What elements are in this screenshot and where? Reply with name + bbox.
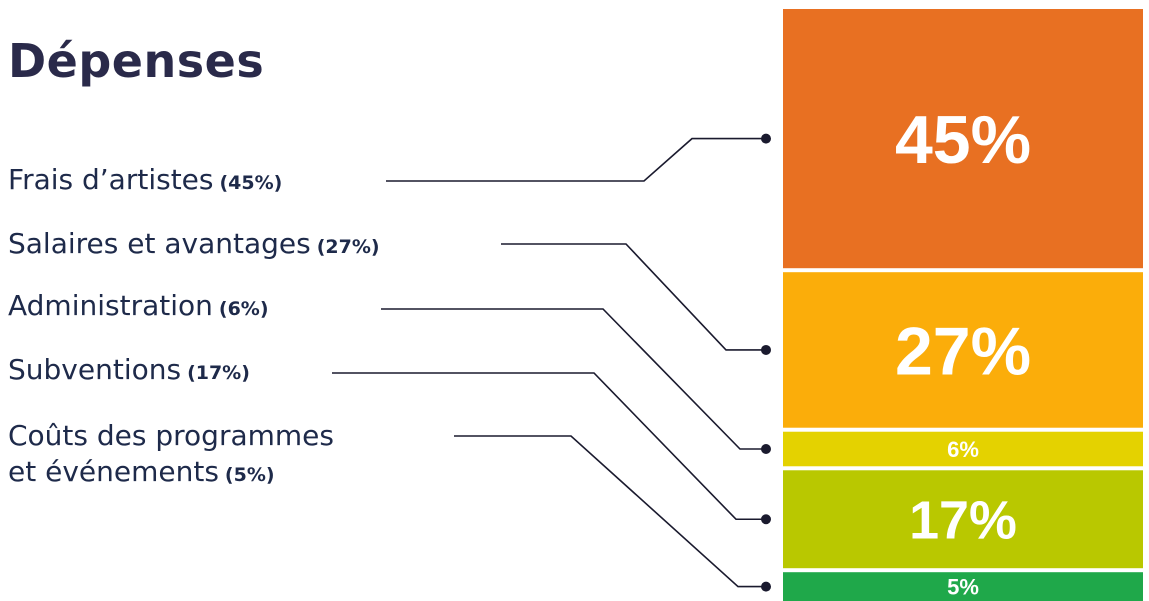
leader-line-1: [501, 243, 766, 351]
legend-label-text: Subventions: [8, 353, 182, 386]
leader-line-0: [386, 137, 766, 182]
data-label-1: 27%: [895, 313, 1031, 389]
leader-line-2: [381, 308, 766, 450]
chart-title: Dépenses: [8, 34, 265, 88]
legend-label-percent: (17%): [187, 362, 250, 384]
leader-dot-2: [761, 444, 771, 454]
legend-label-text-line-1: Coûts des programmes: [8, 419, 334, 452]
legend-label-percent: (5%): [224, 464, 275, 486]
leader-line-3: [332, 372, 766, 521]
bar-segment-1: [783, 272, 1143, 428]
leader-dot-0: [761, 133, 771, 144]
legend-label-percent: (27%): [316, 236, 380, 258]
data-label-2: 6%: [947, 437, 979, 462]
legend-label-text-line-2: et événements: [8, 455, 219, 488]
leader-line-4: [454, 435, 766, 588]
legend-label-frais-artistes: Frais d’artistes (45%): [8, 162, 282, 201]
legend-label-text: Administration: [8, 289, 213, 322]
bar-segment-3: [783, 470, 1143, 569]
legend-label-salaires: Salaires et avantages (27%): [8, 226, 380, 265]
leader-dot-1: [761, 344, 771, 355]
leader-dot-3: [761, 514, 771, 525]
bar-segment-0: [783, 9, 1143, 269]
legend-label-text: Salaires et avantages: [8, 227, 311, 260]
data-label-0: 45%: [895, 102, 1031, 178]
bar-segment-4: [783, 572, 1143, 601]
legend-label-percent: (6%): [218, 298, 269, 320]
legend-label-couts-programmes: Coûts des programmes et événements (5%): [8, 418, 334, 493]
legend-label-text: Frais d’artistes: [8, 163, 214, 196]
bar-segment-2: [783, 431, 1143, 467]
data-label-3: 17%: [909, 491, 1017, 551]
legend-label-percent: (45%): [219, 172, 283, 194]
data-label-4: 5%: [947, 575, 979, 600]
legend-label-subventions: Subventions (17%): [8, 352, 250, 391]
legend-label-administration: Administration (6%): [8, 288, 269, 327]
leader-dot-4: [761, 581, 771, 592]
